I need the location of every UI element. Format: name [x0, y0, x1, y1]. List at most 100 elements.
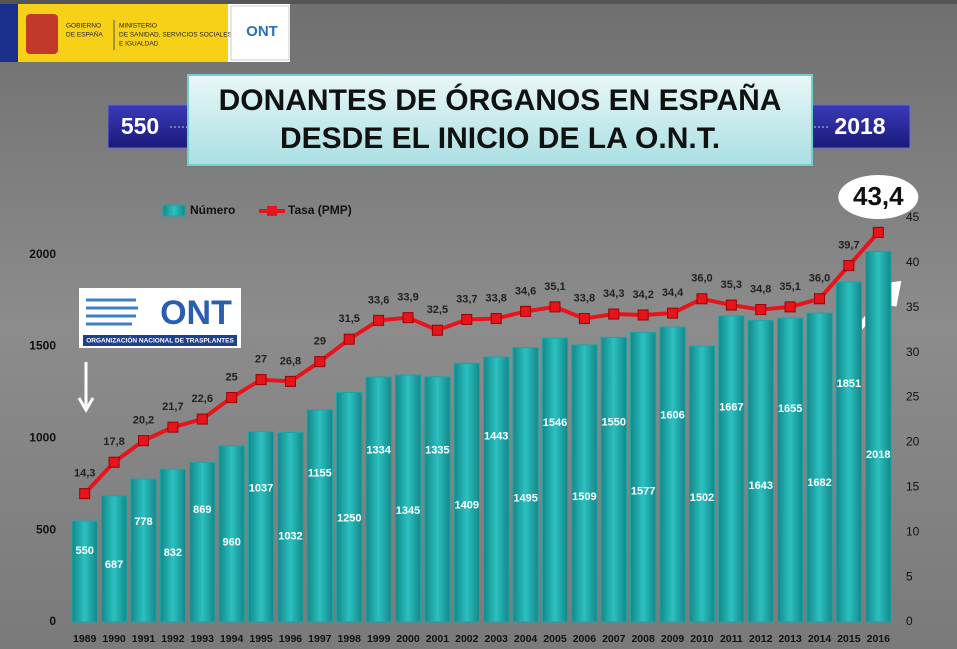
y2-tick-label: 40 — [906, 255, 920, 269]
x-tick-label: 2010 — [690, 633, 714, 645]
x-tick-label: 1990 — [102, 633, 126, 645]
x-tick-label: 2015 — [837, 633, 861, 645]
rate-value-label: 22,6 — [192, 393, 213, 405]
rate-marker — [814, 293, 826, 305]
bar-value-label: 550 — [76, 545, 94, 557]
bar — [365, 376, 392, 623]
rate-marker — [784, 301, 796, 313]
rate-marker — [725, 299, 737, 311]
rate-marker — [578, 313, 590, 325]
rate-marker — [137, 435, 149, 447]
y-tick-label: 1500 — [29, 339, 56, 353]
x-tick-label: 2006 — [573, 633, 597, 645]
rate-marker — [167, 421, 179, 433]
rate-marker — [79, 488, 91, 500]
rate-value-label: 25 — [226, 371, 238, 383]
bar — [159, 468, 187, 623]
bar — [688, 345, 716, 623]
rate-value-label: 27 — [255, 354, 267, 366]
rate-value-label: 34,8 — [750, 283, 771, 295]
rate-value-label: 36,0 — [691, 273, 712, 285]
bar-value-label: 1643 — [748, 480, 772, 492]
ministry-text: DE SANIDAD, SERVICIOS SOCIALES — [119, 32, 233, 39]
x-tick-label: 2013 — [778, 633, 802, 645]
x-tick-label: 2012 — [749, 633, 773, 645]
y2-tick-label: 20 — [906, 435, 920, 449]
rate-value-label: 14,3 — [74, 468, 95, 480]
bar — [571, 344, 598, 623]
x-tick-label: 1992 — [161, 633, 185, 645]
x-tick-label: 2016 — [867, 633, 891, 645]
bar — [424, 376, 451, 623]
y2-tick-label: 25 — [906, 390, 920, 404]
rate-marker — [431, 324, 443, 336]
y2-tick-label: 5 — [906, 569, 913, 583]
rate-value-label: 35,1 — [779, 281, 800, 293]
rate-marker — [843, 260, 855, 272]
bar — [659, 326, 686, 623]
bar — [483, 356, 510, 623]
bar — [306, 409, 333, 623]
bar-value-label: 1550 — [602, 417, 626, 429]
x-tick-label: 2014 — [808, 633, 832, 645]
x-tick-label: 2005 — [543, 633, 567, 645]
rate-value-label: 29 — [314, 336, 326, 348]
x-tick-label: 2011 — [720, 633, 743, 645]
y-tick-label: 1000 — [29, 431, 56, 445]
bar-value-label: 1250 — [337, 513, 361, 525]
logo-text: ONT — [160, 294, 232, 332]
x-tick-label: 1998 — [338, 633, 362, 645]
rate-marker — [637, 309, 649, 321]
bar-value-label: 1334 — [366, 444, 391, 456]
rate-value-label: 17,8 — [103, 436, 124, 448]
bar — [189, 461, 216, 623]
bar — [394, 374, 422, 623]
x-tick-label: 1993 — [191, 633, 215, 645]
bar — [865, 250, 892, 623]
legend-marker — [267, 206, 277, 216]
legend-label: Tasa (PMP) — [288, 203, 352, 217]
rate-value-label: 33,8 — [485, 292, 506, 304]
bar — [806, 312, 833, 623]
header-logo: ONT — [246, 23, 278, 40]
y2-tick-label: 45 — [906, 210, 920, 224]
rate-marker — [549, 301, 561, 313]
y2-tick-label: 0 — [906, 614, 913, 628]
rate-value-label: 43,4 — [853, 181, 904, 211]
rate-value-label: 33,6 — [368, 294, 389, 306]
top-border — [0, 0, 957, 4]
bar-value-label: 778 — [134, 516, 152, 528]
rate-value-label: 34,2 — [632, 289, 653, 301]
bar-value-label: 1155 — [308, 467, 332, 479]
x-tick-label: 2009 — [661, 633, 685, 645]
x-tick-label: 1994 — [220, 633, 244, 645]
rate-marker — [284, 375, 296, 387]
bar — [247, 431, 275, 623]
bar — [835, 281, 863, 623]
coat-of-arms — [26, 14, 58, 54]
rate-marker — [520, 305, 532, 317]
y2-tick-label: 30 — [906, 345, 920, 359]
bar-value-label: 2018 — [866, 449, 890, 461]
bar — [453, 362, 480, 623]
banner-end: 2018 — [834, 113, 885, 139]
rate-value-label: 33,8 — [574, 292, 595, 304]
title: DONANTES DE ÓRGANOS EN ESPAÑA — [219, 83, 782, 117]
arrow-down — [77, 362, 95, 413]
rate-value-label: 36,0 — [809, 273, 830, 285]
bar-value-label: 1032 — [278, 531, 302, 543]
rate-marker — [490, 313, 502, 325]
x-tick-label: 1997 — [308, 633, 332, 645]
rate-value-label: 26,8 — [280, 355, 301, 367]
y-tick-label: 500 — [36, 522, 56, 536]
title: DESDE EL INICIO DE LA O.N.T. — [280, 122, 720, 155]
x-tick-label: 1991 — [132, 633, 156, 645]
y2-tick-label: 15 — [906, 480, 920, 494]
bar-value-label: 1037 — [249, 483, 273, 495]
bar-value-label: 1345 — [396, 505, 420, 517]
bar — [776, 317, 804, 623]
rate-value-label: 34,6 — [515, 285, 536, 297]
bar-value-label: 1667 — [719, 402, 743, 414]
bar-value-label: 1682 — [807, 477, 831, 489]
